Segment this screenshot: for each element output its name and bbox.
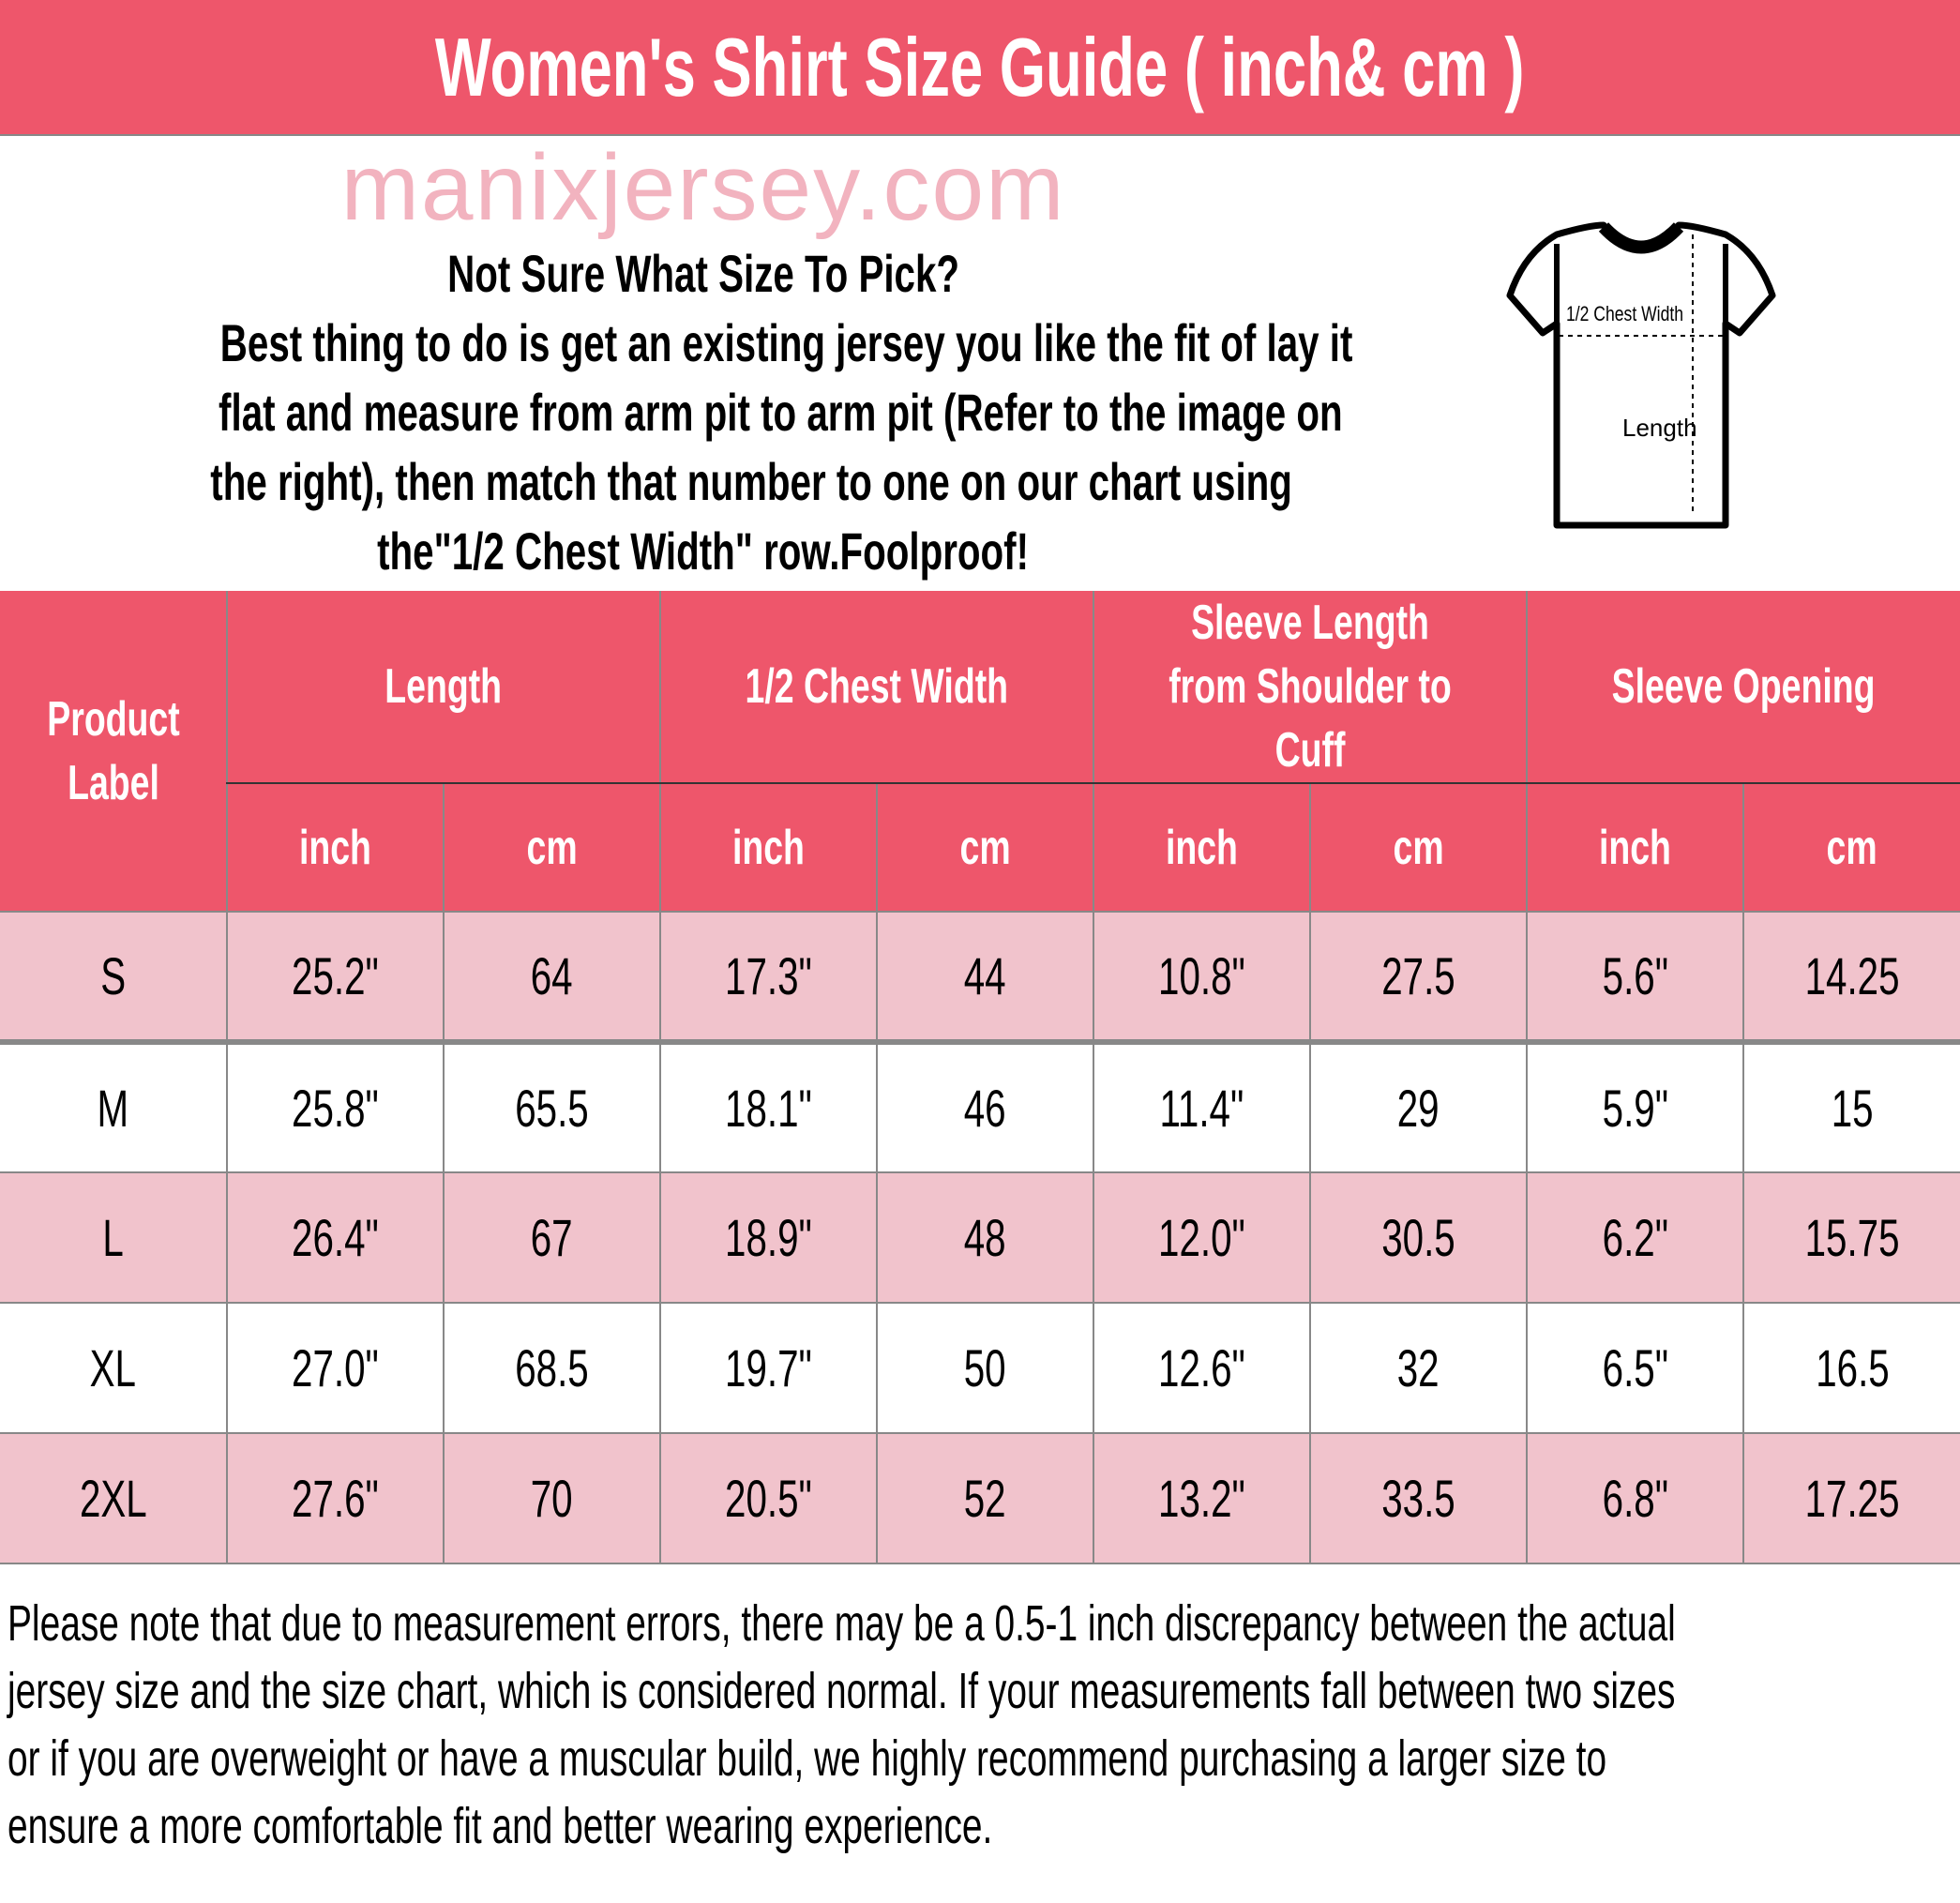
- watermark: manixjersey.com: [340, 135, 1066, 240]
- group-header: Sleeve Length from Shoulder to Cuff: [1093, 591, 1528, 784]
- value-cell: 19.7": [659, 1302, 878, 1434]
- group-header: 1/2 Chest Width: [659, 591, 1094, 784]
- size-label-cell: XL: [0, 1302, 227, 1434]
- value-cell: 27.0": [226, 1302, 444, 1434]
- value-cell: 65.5: [442, 1041, 661, 1173]
- unit-header: cm: [1309, 783, 1528, 912]
- table-row: M 25.8" 65.5 18.1" 46 11.4" 29 5.9" 15: [0, 1041, 1960, 1173]
- value-cell: 12.0": [1093, 1171, 1311, 1304]
- size-label-cell: S: [0, 911, 227, 1045]
- value-cell: 27.6": [226, 1432, 444, 1564]
- unit-header: inch: [659, 783, 878, 912]
- value-cell: 64: [442, 911, 661, 1045]
- value-cell: 12.6": [1093, 1302, 1311, 1434]
- value-cell: 48: [876, 1171, 1094, 1304]
- table-row: S 25.2" 64 17.3" 44 10.8" 27.5 5.6" 14.25: [0, 911, 1960, 1045]
- value-cell: 46: [876, 1041, 1094, 1173]
- value-cell: 6.8": [1526, 1432, 1744, 1564]
- value-cell: 67: [442, 1171, 661, 1304]
- value-cell: 68.5: [442, 1302, 661, 1434]
- value-cell: 17.3": [659, 911, 878, 1045]
- value-cell: 44: [876, 911, 1094, 1045]
- value-cell: 20.5": [659, 1432, 878, 1564]
- disclaimer-note: Please note that due to measurement erro…: [8, 1595, 1676, 1854]
- size-label-cell: M: [0, 1041, 227, 1173]
- unit-header: inch: [226, 783, 444, 912]
- value-cell: 16.5: [1742, 1302, 1960, 1434]
- value-cell: 10.8": [1093, 911, 1311, 1045]
- value-cell: 17.25: [1742, 1432, 1960, 1564]
- value-cell: 6.5": [1526, 1302, 1744, 1434]
- page-title: Women's Shirt Size Guide ( inch& cm ): [0, 0, 1960, 136]
- value-cell: 15: [1742, 1041, 1960, 1173]
- unit-header: cm: [1742, 783, 1960, 912]
- length-label: Length: [1622, 414, 1697, 442]
- value-cell: 27.5: [1309, 911, 1528, 1045]
- value-cell: 6.2": [1526, 1171, 1744, 1304]
- value-cell: 15.75: [1742, 1171, 1960, 1304]
- value-cell: 29: [1309, 1041, 1528, 1173]
- unit-header: inch: [1093, 783, 1311, 912]
- value-cell: 13.2": [1093, 1432, 1311, 1564]
- value-cell: 33.5: [1309, 1432, 1528, 1564]
- value-cell: 50: [876, 1302, 1094, 1434]
- value-cell: 26.4": [226, 1171, 444, 1304]
- value-cell: 30.5: [1309, 1171, 1528, 1304]
- shirt-diagram-icon: 1/2 Chest Width Length: [1506, 221, 1776, 529]
- unit-header: cm: [876, 783, 1094, 912]
- size-table: Product Label Length 1/2 Chest Width Sle…: [0, 591, 1960, 1564]
- value-cell: 11.4": [1093, 1041, 1311, 1173]
- group-header: Sleeve Opening: [1526, 591, 1960, 784]
- value-cell: 5.6": [1526, 911, 1744, 1045]
- table-row: XL 27.0" 68.5 19.7" 50 12.6" 32 6.5" 16.5: [0, 1302, 1960, 1434]
- value-cell: 25.8": [226, 1041, 444, 1173]
- chest-width-label: 1/2 Chest Width: [1566, 302, 1683, 325]
- value-cell: 14.25: [1742, 911, 1960, 1045]
- unit-header: cm: [442, 783, 661, 912]
- value-cell: 52: [876, 1432, 1094, 1564]
- value-cell: 18.9": [659, 1171, 878, 1304]
- value-cell: 18.1": [659, 1041, 878, 1173]
- table-row: L 26.4" 67 18.9" 48 12.0" 30.5 6.2" 15.75: [0, 1171, 1960, 1304]
- value-cell: 32: [1309, 1302, 1528, 1434]
- value-cell: 25.2": [226, 911, 444, 1045]
- group-header: Length: [225, 591, 661, 784]
- intro-text: Not Sure What Size To Pick? Best thing t…: [210, 244, 1353, 581]
- table-row: 2XL 27.6" 70 20.5" 52 13.2" 33.5 6.8" 17.25: [0, 1432, 1960, 1564]
- product-label-header: Product Label: [0, 591, 227, 912]
- value-cell: 5.9": [1526, 1041, 1744, 1173]
- size-label-cell: L: [0, 1171, 227, 1304]
- size-label-cell: 2XL: [0, 1432, 227, 1564]
- unit-header: inch: [1526, 783, 1744, 912]
- value-cell: 70: [442, 1432, 661, 1564]
